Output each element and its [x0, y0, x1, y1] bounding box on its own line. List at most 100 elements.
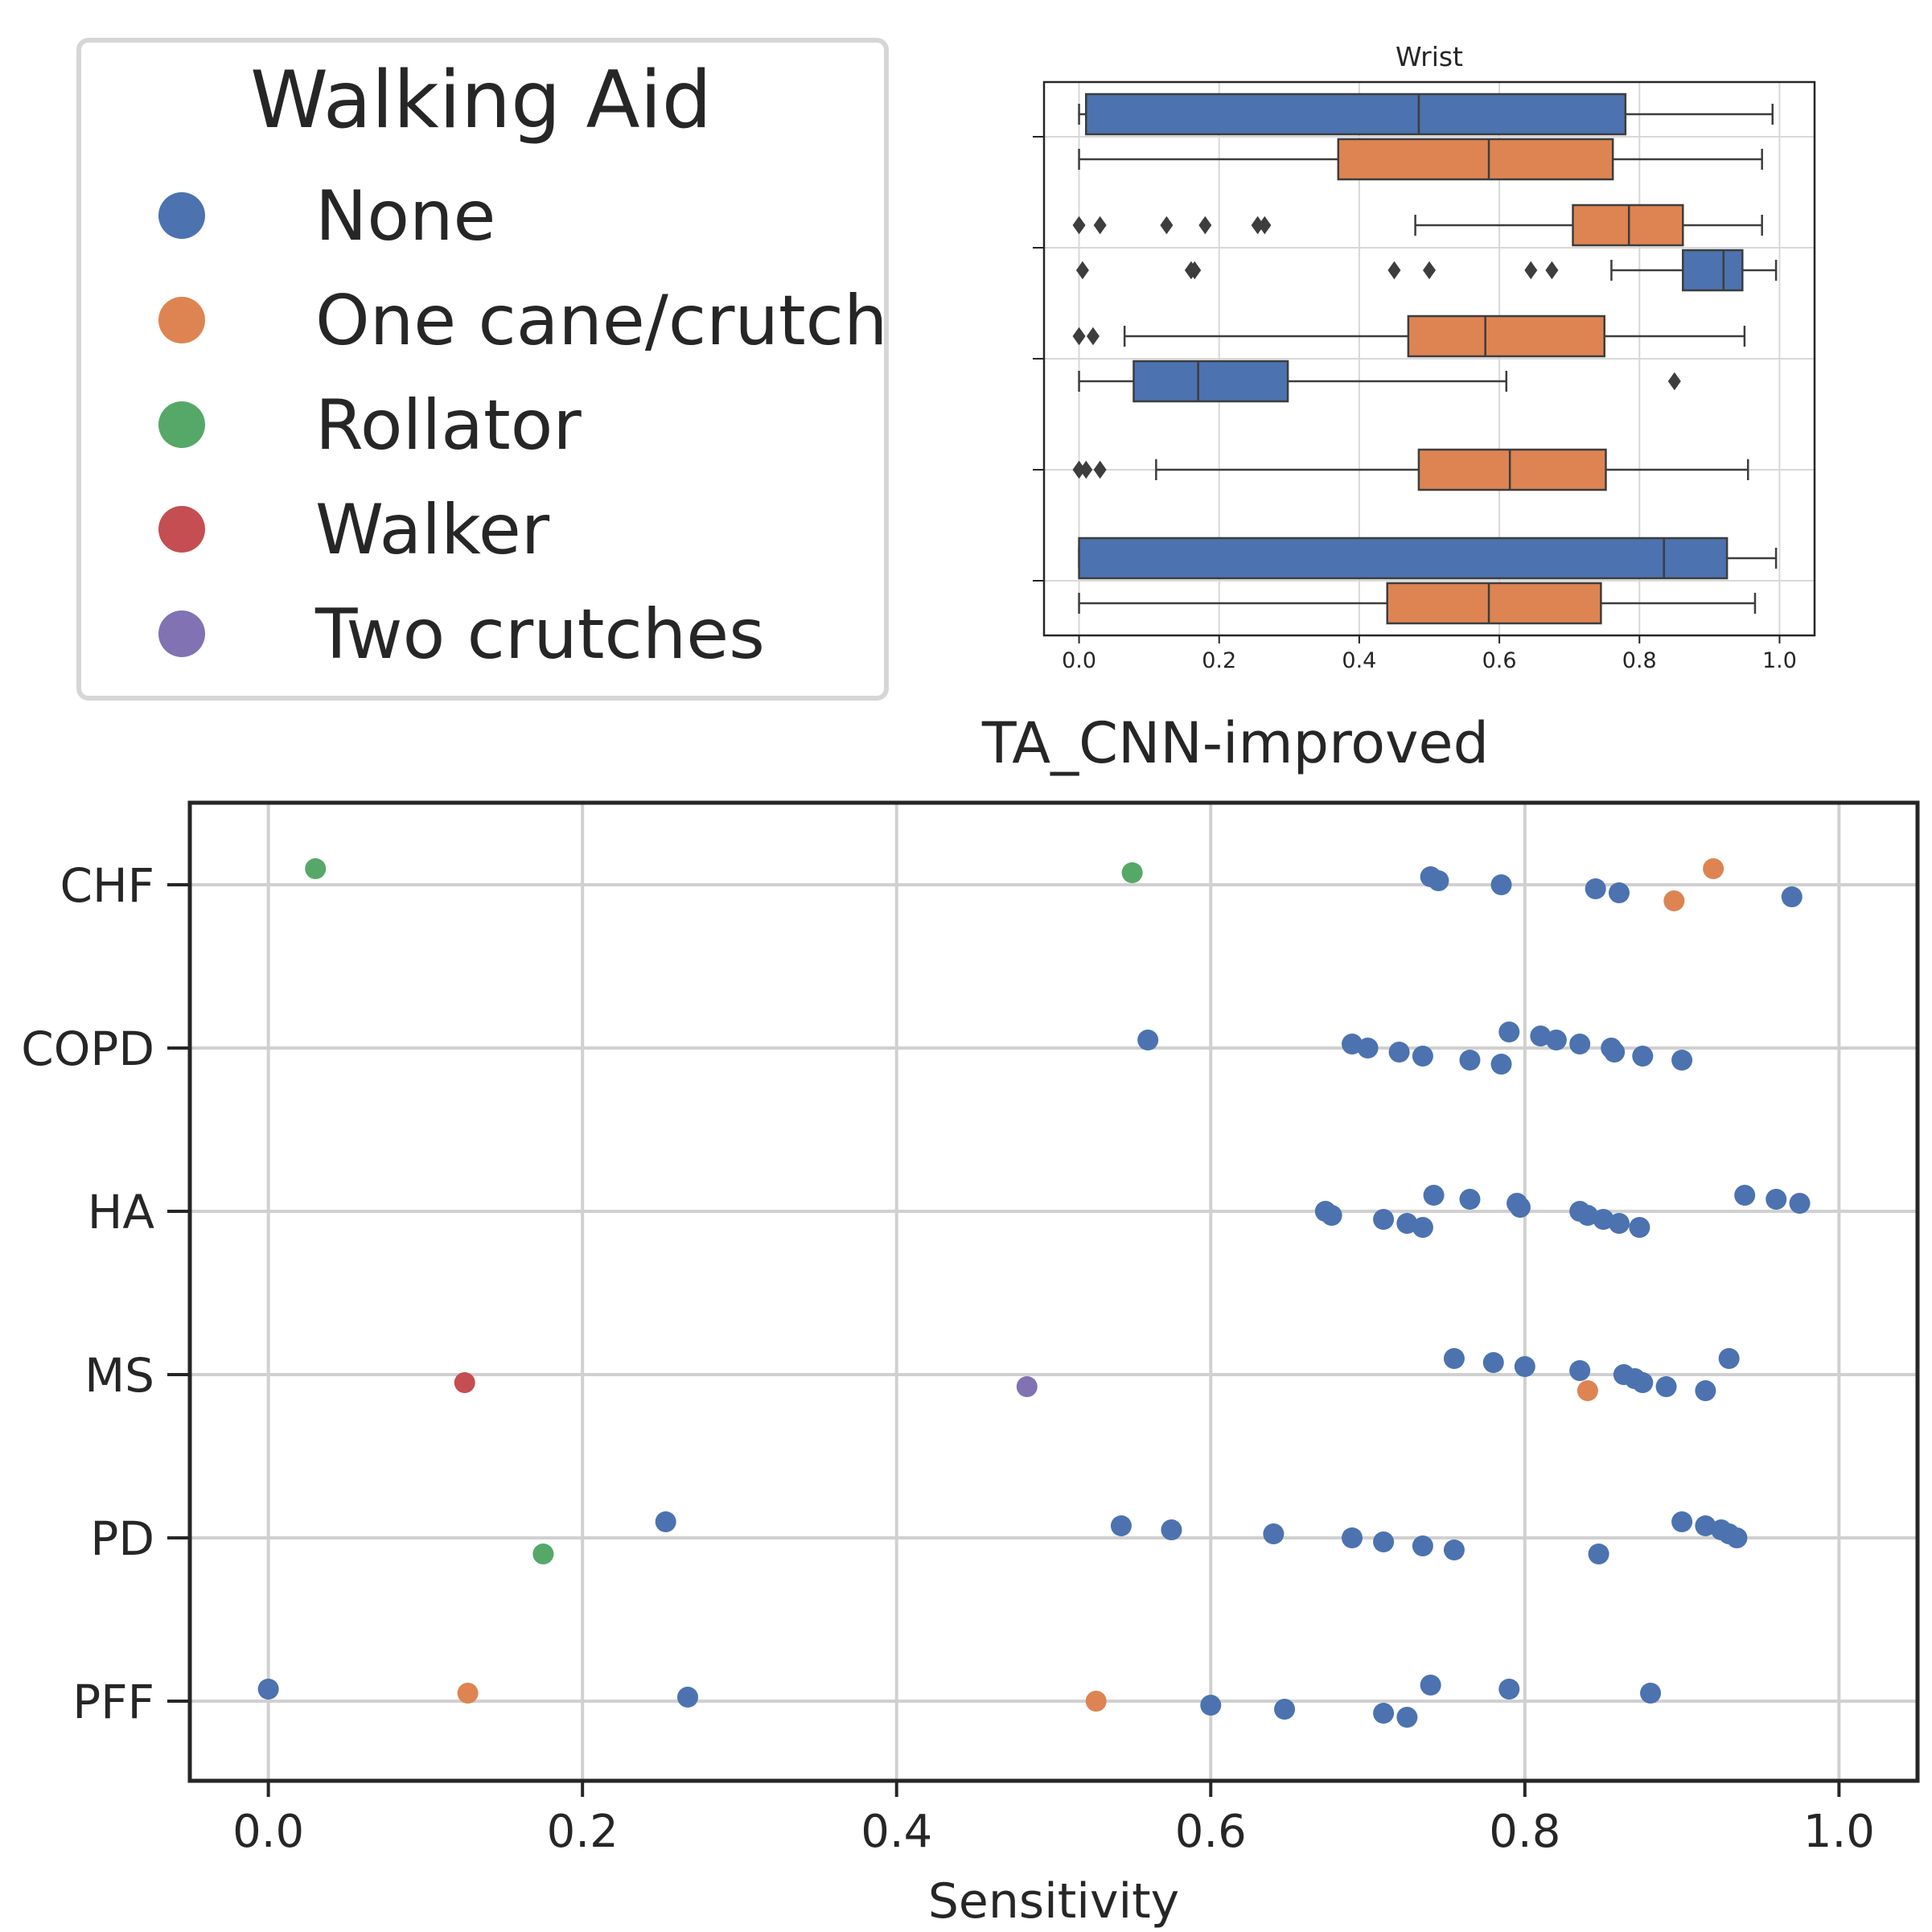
- point-ms-none: [1655, 1376, 1677, 1397]
- inset-box-body: [1386, 582, 1602, 625]
- inset-box-one-cane-crutch: [1072, 203, 1763, 247]
- point-ha-none: [1396, 1213, 1418, 1234]
- x-axis-label: Sensitivity: [928, 1873, 1179, 1930]
- inset-flier: [1086, 327, 1100, 346]
- point-ha-none: [1576, 1205, 1598, 1226]
- legend: Walking Aid None One cane/crutch Rollator W…: [76, 38, 889, 701]
- point-ha-none: [1423, 1185, 1445, 1206]
- inset-flier: [1093, 216, 1107, 235]
- point-ha-none: [1734, 1185, 1756, 1206]
- point-pff-none: [1498, 1679, 1520, 1700]
- point-pd-none: [1263, 1523, 1285, 1544]
- point-chf-none: [1428, 870, 1449, 891]
- inset-x-tick-label: 0.4: [1342, 648, 1376, 673]
- point-copd-none: [1137, 1030, 1159, 1050]
- point-ha-none: [1608, 1213, 1630, 1234]
- legend-marker-none: [158, 192, 205, 239]
- point-ms-none: [1632, 1372, 1654, 1393]
- point-pd-rollator: [532, 1544, 554, 1564]
- inset-box-body: [1085, 92, 1627, 136]
- point-copd-none: [1388, 1042, 1410, 1063]
- point-chf-one-cane-crutch: [1663, 890, 1685, 911]
- inset-boxplot: Wrist 0.0 0.2 0.4 0.6 0.8 1.0: [1033, 41, 1816, 673]
- point-pd-none: [1373, 1531, 1395, 1552]
- y-tick-label-copd: COPD: [21, 1021, 154, 1076]
- point-ha-none: [1412, 1217, 1433, 1238]
- inset-x-tick-label: 0.2: [1202, 648, 1236, 673]
- point-ms-two-crutches: [1016, 1376, 1038, 1397]
- legend-label-none: None: [315, 176, 495, 257]
- point-ms-walker: [454, 1372, 475, 1393]
- point-ha-none: [1593, 1209, 1614, 1230]
- legend-marker-walker: [158, 506, 205, 553]
- inset-box-one-cane-crutch: [1072, 448, 1749, 491]
- y-tick-label-ms: MS: [84, 1348, 154, 1403]
- x-tick-label: 0.6: [1175, 1806, 1247, 1858]
- point-chf-none: [1585, 878, 1606, 899]
- inset-flier: [1075, 261, 1089, 280]
- inset-flier: [1667, 372, 1681, 391]
- point-copd-none: [1569, 1034, 1591, 1054]
- x-tick-label: 1.0: [1803, 1806, 1875, 1858]
- main-title: TA_CNN-improved: [981, 710, 1489, 776]
- x-tick-label: 0.0: [232, 1806, 304, 1858]
- point-ms-none: [1569, 1360, 1591, 1381]
- inset-flier: [1387, 261, 1401, 280]
- point-copd-none: [1632, 1046, 1654, 1067]
- inset-box-body: [1078, 536, 1729, 580]
- point-pd-none: [1110, 1515, 1132, 1536]
- legend-label-one-cane-crutch: One cane/crutch: [315, 281, 887, 361]
- inset-box-body: [1132, 360, 1289, 403]
- point-copd-none: [1498, 1021, 1520, 1042]
- point-pd-none: [1588, 1544, 1609, 1564]
- inset-box-none: [1078, 360, 1681, 403]
- inset-box-none: [1075, 249, 1778, 292]
- point-pff-none: [1420, 1675, 1441, 1696]
- point-ms-none: [1482, 1352, 1504, 1373]
- point-pd-none: [1161, 1519, 1182, 1540]
- point-copd-none: [1357, 1038, 1379, 1058]
- point-chf-none: [1608, 882, 1630, 903]
- inset-box-one-cane-crutch: [1078, 582, 1757, 625]
- inset-box-none: [1078, 92, 1774, 136]
- inset-flier: [1198, 216, 1212, 235]
- inset-flier: [1258, 216, 1272, 235]
- inset-box-body: [1417, 448, 1607, 491]
- point-ms-none: [1695, 1380, 1716, 1401]
- point-ha-none: [1321, 1205, 1342, 1226]
- point-pff-one-cane-crutch: [457, 1683, 479, 1704]
- inset-x-tick-label: 0.0: [1062, 648, 1096, 673]
- point-ha-none: [1459, 1189, 1481, 1210]
- inset-flier: [1072, 460, 1086, 479]
- inset-x-tick-label: 0.6: [1482, 648, 1517, 673]
- point-pff-none: [257, 1679, 279, 1700]
- point-pff-one-cane-crutch: [1085, 1691, 1107, 1712]
- inset-flier: [1524, 261, 1538, 280]
- point-copd-none: [1545, 1030, 1567, 1050]
- main-frame: [187, 800, 1920, 1783]
- point-ha-none: [1373, 1209, 1395, 1230]
- point-copd-none: [1671, 1050, 1693, 1071]
- inset-flier: [1545, 261, 1559, 280]
- point-chf-rollator: [305, 858, 327, 879]
- y-tick-label-pff: PFF: [72, 1675, 154, 1729]
- point-ms-one-cane-crutch: [1576, 1380, 1598, 1401]
- point-pff-none: [677, 1687, 699, 1708]
- point-pd-none: [1443, 1539, 1465, 1560]
- inset-flier: [1093, 460, 1107, 479]
- point-pff-none: [1396, 1707, 1418, 1728]
- inset-flier: [1079, 460, 1093, 479]
- point-pd-none: [1412, 1535, 1433, 1556]
- point-pd-none: [1671, 1511, 1693, 1532]
- inset-x-tick-label: 1.0: [1762, 648, 1797, 673]
- inset-box-one-cane-crutch: [1072, 314, 1746, 358]
- inset-box-body: [1337, 138, 1614, 181]
- point-copd-none: [1604, 1042, 1626, 1063]
- x-tick-label: 0.2: [547, 1806, 619, 1858]
- main-stripplot: TA_CNN-improved 0.0 0.2 0.4 0.6 0.8 1.0 CHF COP…: [21, 710, 1920, 1930]
- legend-label-rollator: Rollator: [315, 385, 582, 466]
- y-tick-label-chf: CHF: [60, 858, 154, 913]
- inset-x-tick-label: 0.8: [1622, 648, 1657, 673]
- point-ha-none: [1629, 1217, 1650, 1238]
- point-pd-none: [1726, 1527, 1748, 1548]
